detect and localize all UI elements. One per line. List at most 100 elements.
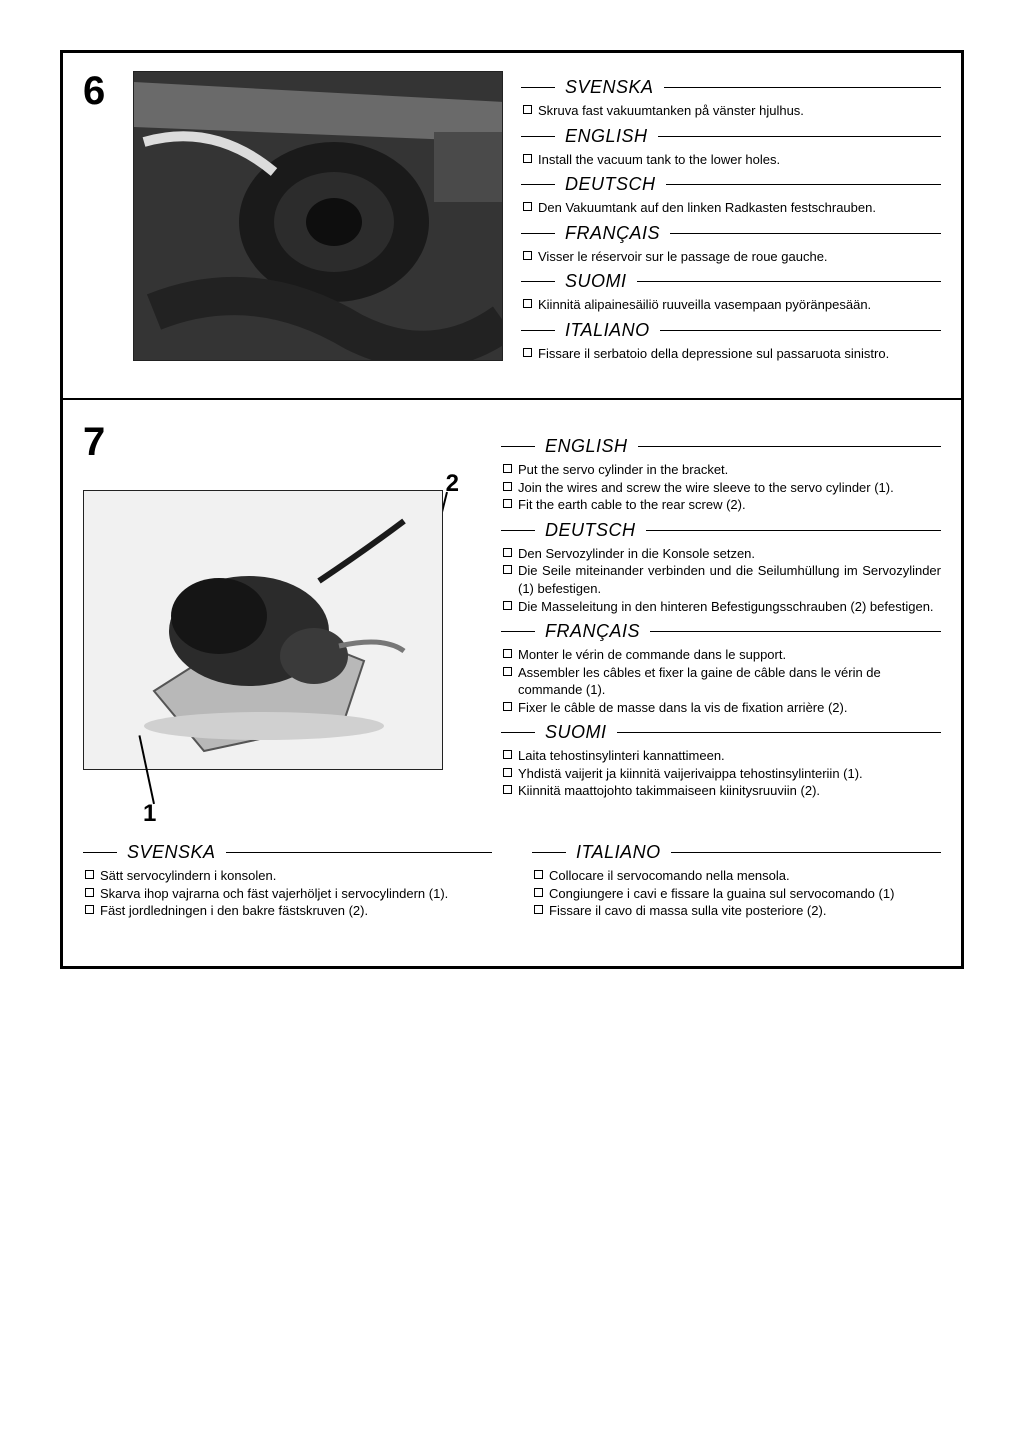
instruction-text: Fit the earth cable to the rear screw (2… bbox=[518, 496, 746, 514]
instruction-item: Fissare il cavo di massa sulla vite post… bbox=[534, 902, 941, 920]
lang-section: SVENSKA Sätt servocylindern i konsolen.Sk… bbox=[83, 842, 492, 920]
instruction-list: Den Servozylinder in die Konsole setzen.… bbox=[501, 545, 941, 615]
instruction-text: Laita tehostinsylinteri kannattimeen. bbox=[518, 747, 725, 765]
instruction-item: Kiinnitä maattojohto takimmaiseen kiinit… bbox=[503, 782, 941, 800]
lang-section: ENGLISH Install the vacuum tank to the lo… bbox=[521, 126, 941, 169]
checkbox-icon bbox=[503, 667, 512, 676]
instruction-text: Assembler les câbles et fixer la gaine d… bbox=[518, 664, 941, 699]
instruction-item: Install the vacuum tank to the lower hol… bbox=[523, 151, 941, 169]
step-7-photo-wrap: 2 bbox=[83, 490, 443, 810]
checkbox-icon bbox=[503, 702, 512, 711]
instruction-list: Sätt servocylindern i konsolen.Skarva ih… bbox=[83, 867, 492, 920]
rule-right bbox=[660, 330, 941, 331]
rule-left bbox=[521, 184, 555, 185]
instruction-list: Monter le vérin de commande dans le supp… bbox=[501, 646, 941, 716]
instruction-text: Kiinnitä maattojohto takimmaiseen kiinit… bbox=[518, 782, 820, 800]
instruction-item: Fit the earth cable to the rear screw (2… bbox=[503, 496, 941, 514]
instruction-item: Visser le réservoir sur le passage de ro… bbox=[523, 248, 941, 266]
lang-header: FRANÇAIS bbox=[521, 223, 941, 244]
instruction-text: Join the wires and screw the wire sleeve… bbox=[518, 479, 894, 497]
lang-section: ITALIANO Collocare il servocomando nella … bbox=[532, 842, 941, 920]
checkbox-icon bbox=[503, 601, 512, 610]
lang-header: SVENSKA bbox=[521, 77, 941, 98]
instruction-list: Visser le réservoir sur le passage de ro… bbox=[521, 248, 941, 266]
lang-label: SUOMI bbox=[565, 271, 627, 292]
rule-left bbox=[83, 852, 117, 853]
instruction-text: Sätt servocylindern i konsolen. bbox=[100, 867, 276, 885]
checkbox-icon bbox=[503, 482, 512, 491]
lang-header: SUOMI bbox=[521, 271, 941, 292]
instruction-item: Skruva fast vakuumtanken på vänster hjul… bbox=[523, 102, 941, 120]
lang-header: ITALIANO bbox=[532, 842, 941, 863]
instruction-item: Yhdistä vaijerit ja kiinnitä vaijerivaip… bbox=[503, 765, 941, 783]
step-number: 7 bbox=[83, 422, 115, 462]
instruction-item: Sätt servocylindern i konsolen. bbox=[85, 867, 492, 885]
checkbox-icon bbox=[503, 464, 512, 473]
instruction-text: Den Servozylinder in die Konsole setzen. bbox=[518, 545, 755, 563]
lang-label: ENGLISH bbox=[545, 436, 628, 457]
checkbox-icon bbox=[534, 888, 543, 897]
rule-left bbox=[532, 852, 566, 853]
checkbox-icon bbox=[503, 768, 512, 777]
instruction-list: Fissare il serbatoio della depressione s… bbox=[521, 345, 941, 363]
checkbox-icon bbox=[503, 750, 512, 759]
checkbox-icon bbox=[523, 202, 532, 211]
instruction-item: Fixer le câble de masse dans la vis de f… bbox=[503, 699, 941, 717]
instruction-text: Kiinnitä alipainesäiliö ruuveilla vasemp… bbox=[538, 296, 871, 314]
instruction-item: Skarva ihop vajrarna och fäst vajerhölje… bbox=[85, 885, 492, 903]
rule-right bbox=[637, 281, 941, 282]
instruction-item: Fäst jordledningen i den bakre fästskruv… bbox=[85, 902, 492, 920]
rule-left bbox=[521, 87, 555, 88]
rule-right bbox=[650, 631, 941, 632]
instruction-text: Fissare il serbatoio della depressione s… bbox=[538, 345, 889, 363]
instruction-text: Skruva fast vakuumtanken på vänster hjul… bbox=[538, 102, 804, 120]
step-7: 7 2 bbox=[83, 422, 941, 926]
lang-header: FRANÇAIS bbox=[501, 621, 941, 642]
lang-header: ITALIANO bbox=[521, 320, 941, 341]
rule-right bbox=[646, 530, 941, 531]
step-7-photo bbox=[83, 490, 443, 770]
rule-left bbox=[501, 732, 535, 733]
checkbox-icon bbox=[85, 905, 94, 914]
step-6-photo bbox=[133, 71, 503, 361]
instruction-item: Assembler les câbles et fixer la gaine d… bbox=[503, 664, 941, 699]
step-6: 6 SVENSKASkruva fast vakuumtanken på vän… bbox=[83, 71, 941, 368]
rule-right bbox=[658, 136, 941, 137]
lang-label: ENGLISH bbox=[565, 126, 648, 147]
checkbox-icon bbox=[534, 905, 543, 914]
instruction-item: Put the servo cylinder in the bracket. bbox=[503, 461, 941, 479]
lang-header: DEUTSCH bbox=[501, 520, 941, 541]
checkbox-icon bbox=[503, 565, 512, 574]
instruction-item: Die Seile miteinander verbinden und die … bbox=[503, 562, 941, 597]
instruction-text: Fäst jordledningen i den bakre fästskruv… bbox=[100, 902, 368, 920]
instruction-text: Visser le réservoir sur le passage de ro… bbox=[538, 248, 828, 266]
instruction-text: Yhdistä vaijerit ja kiinnitä vaijerivaip… bbox=[518, 765, 863, 783]
rule-left bbox=[501, 530, 535, 531]
rule-right bbox=[617, 732, 941, 733]
step-7-right-column: ENGLISH Put the servo cylinder in the bra… bbox=[501, 430, 941, 806]
instruction-text: Skarva ihop vajrarna och fäst vajerhölje… bbox=[100, 885, 448, 903]
instruction-text: Die Masseleitung in den hinteren Befesti… bbox=[518, 598, 934, 616]
lang-label: FRANÇAIS bbox=[565, 223, 660, 244]
instruction-item: Collocare il servocomando nella mensola. bbox=[534, 867, 941, 885]
step-7-left-column: 7 2 bbox=[83, 422, 483, 810]
rule-right bbox=[638, 446, 941, 447]
lang-label: DEUTSCH bbox=[565, 174, 656, 195]
lang-header: ENGLISH bbox=[521, 126, 941, 147]
lang-header: SVENSKA bbox=[83, 842, 492, 863]
callout-2: 2 bbox=[446, 470, 459, 498]
instruction-list: Collocare il servocomando nella mensola.… bbox=[532, 867, 941, 920]
step-7-bottom-row: SVENSKA Sätt servocylindern i konsolen.Sk… bbox=[83, 836, 941, 926]
instruction-text: Monter le vérin de commande dans le supp… bbox=[518, 646, 786, 664]
step-divider bbox=[63, 398, 961, 400]
rule-right bbox=[670, 233, 941, 234]
checkbox-icon bbox=[523, 348, 532, 357]
lang-label: SVENSKA bbox=[565, 77, 654, 98]
checkbox-icon bbox=[503, 499, 512, 508]
page: 6 SVENSKASkruva fast vakuumtanken på vän… bbox=[0, 0, 1024, 1029]
rule-left bbox=[521, 233, 555, 234]
instruction-list: Skruva fast vakuumtanken på vänster hjul… bbox=[521, 102, 941, 120]
instruction-item: Laita tehostinsylinteri kannattimeen. bbox=[503, 747, 941, 765]
checkbox-icon bbox=[85, 888, 94, 897]
instruction-item: Kiinnitä alipainesäiliö ruuveilla vasemp… bbox=[523, 296, 941, 314]
